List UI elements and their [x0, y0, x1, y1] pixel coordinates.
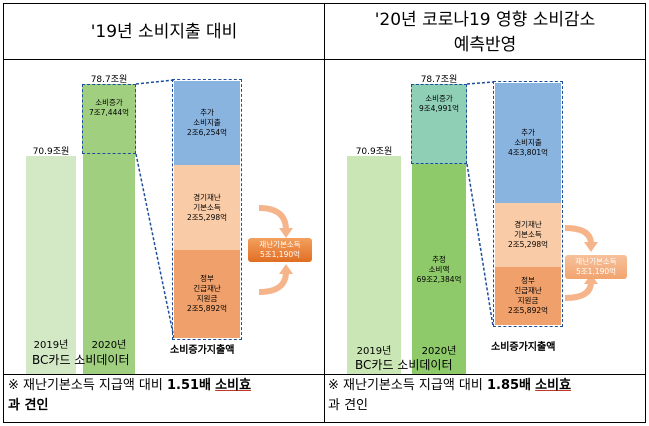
- table-border-left: [3, 3, 4, 423]
- right-additional-spending: 추가 소비지출 4조3,801억: [495, 83, 561, 203]
- right-breakdown-caption: 소비증가지출액: [491, 342, 556, 353]
- left-note-prefix: ※ 재난기본소득 지급액 대비: [8, 378, 167, 393]
- right-year-2020: 2020년: [421, 346, 457, 357]
- table-divider-middle: [324, 3, 325, 423]
- left-title: '19년 소비지출 대비: [90, 22, 238, 42]
- left-additional-spending: 추가 소비지출 2조6,254억: [174, 81, 240, 165]
- left-disaster-income-pill: 재난기본소득 5조1,190억: [248, 238, 312, 262]
- right-bar-2020-estimated: 추정 소비액 69조2,384억: [412, 164, 466, 374]
- left-chart: 70.9조원 78.7조원 소비증가 7조7,444억 추가 소비지출 2조6,…: [4, 60, 324, 374]
- right-year-2019: 2019년: [356, 346, 392, 357]
- left-note: ※ 재난기본소득 지급액 대비 1.51배 소비효 과 견인: [8, 376, 322, 416]
- left-increase-text: 소비증가 7조7,444억: [88, 98, 130, 117]
- left-connector-lines: [135, 79, 293, 339]
- right-connector-lines: [466, 81, 598, 327]
- right-note-line2: 과 견인: [328, 398, 369, 413]
- left-2019-value-label: 70.9조원: [32, 147, 70, 157]
- right-chart: 70.9조원 78.7조원 소비증가 9조4,991억 추정 소비액 69조2,…: [325, 60, 645, 374]
- right-increase-box: [411, 84, 467, 164]
- right-title-line1: '20년 코로나19 영향 소비감소: [374, 10, 596, 30]
- right-disaster-income-pill: 재난기본소득 5조1,190억: [565, 255, 627, 279]
- left-note-line2: 과 견인: [8, 398, 49, 413]
- right-gov-subsidy: 정부 긴급재난 지원금 2조5,892억: [495, 267, 561, 325]
- right-note: ※ 재난기본소득 지급액 대비 1.85배 소비효 과 견인: [328, 376, 644, 416]
- right-breakdown-box: [493, 81, 563, 327]
- left-gov-subsidy: 정부 긴급재난 지원금 2조5,892억: [174, 250, 240, 338]
- right-note-multiplier: 1.85배: [486, 378, 532, 393]
- left-note-multiplier: 1.51배: [166, 378, 212, 393]
- left-increase-box: [82, 84, 136, 154]
- right-2020-value-label: 78.7조원: [420, 75, 458, 85]
- left-source-label: BC카드 소비데이터: [32, 353, 130, 367]
- right-increase-text: 소비증가 9조4,991억: [418, 94, 460, 113]
- right-bar-2019: [347, 156, 401, 374]
- right-note-prefix: ※ 재난기본소득 지급액 대비: [328, 378, 487, 393]
- left-2020-value-label: 78.7조원: [90, 75, 128, 85]
- left-bar-2019: [26, 156, 76, 374]
- table-border-right: [645, 3, 646, 423]
- left-gyeonggi-subsidy: 경기재난 기본소득 2조5,298억: [174, 165, 240, 250]
- right-source-label: BC카드 소비데이터: [355, 358, 453, 372]
- right-title-line2: 예측반영: [453, 35, 517, 55]
- right-gyeonggi-subsidy: 경기재난 기본소득 2조5,298억: [495, 203, 561, 267]
- left-year-2019: 2019년: [33, 340, 69, 351]
- left-breakdown-caption: 소비증가지출액: [170, 345, 235, 356]
- left-note-effect: 소비효: [215, 378, 252, 393]
- left-breakdown-box: [172, 79, 242, 340]
- right-2019-value-label: 70.9조원: [355, 147, 393, 157]
- right-note-effect: 소비효: [535, 378, 572, 393]
- left-bar-2020: [83, 154, 135, 374]
- left-year-2020: 2020년: [91, 340, 127, 351]
